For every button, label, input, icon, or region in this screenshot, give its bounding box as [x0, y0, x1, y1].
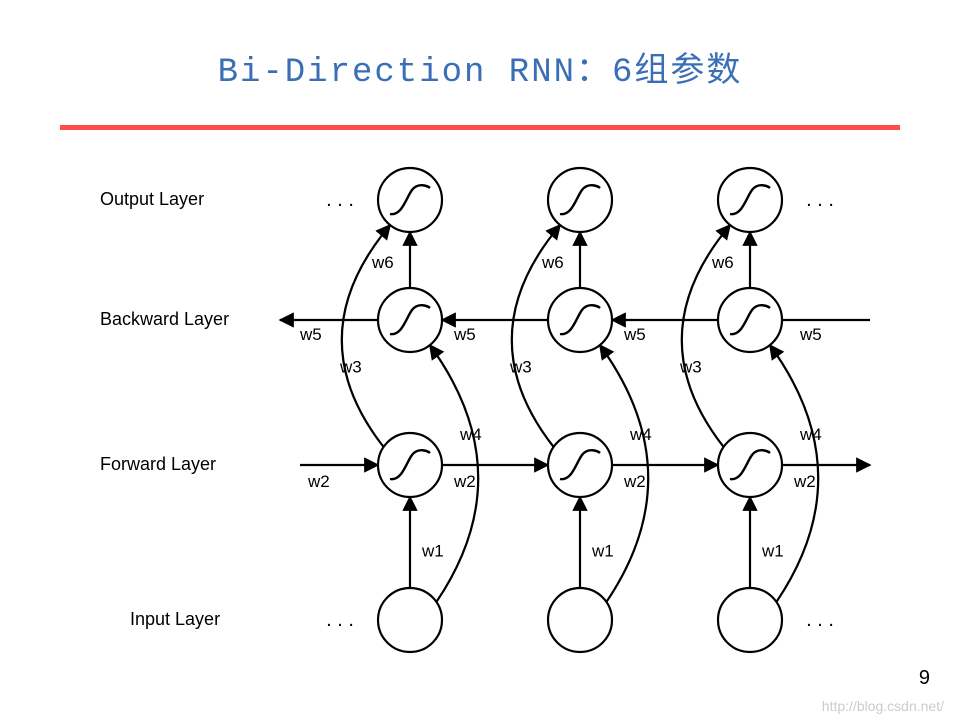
svg-text:w5: w5 — [623, 325, 646, 344]
svg-text:w3: w3 — [509, 358, 532, 377]
svg-text:w1: w1 — [421, 542, 444, 561]
svg-text:w1: w1 — [591, 542, 614, 561]
svg-text:. . .: . . . — [806, 189, 834, 211]
svg-text:w6: w6 — [711, 253, 734, 272]
svg-text:. . .: . . . — [326, 189, 354, 211]
svg-text:Backward Layer: Backward Layer — [100, 309, 229, 329]
svg-text:w4: w4 — [799, 425, 822, 444]
birnn-diagram: Output Layer Backward Layer Forward Layer I… — [0, 0, 960, 720]
svg-text:w6: w6 — [371, 253, 394, 272]
svg-text:w4: w4 — [459, 425, 482, 444]
watermark: http://blog.csdn.net/ — [822, 698, 944, 714]
svg-text:Forward Layer: Forward Layer — [100, 454, 216, 474]
svg-text:w2: w2 — [307, 472, 330, 491]
svg-text:w2: w2 — [793, 472, 816, 491]
svg-text:w1: w1 — [761, 542, 784, 561]
svg-text:Input Layer: Input Layer — [130, 609, 220, 629]
svg-text:w6: w6 — [541, 253, 564, 272]
svg-text:w3: w3 — [339, 358, 362, 377]
svg-text:w4: w4 — [629, 425, 652, 444]
svg-text:w5: w5 — [453, 325, 476, 344]
svg-text:w2: w2 — [453, 472, 476, 491]
page-number: 9 — [919, 667, 930, 690]
svg-text:w5: w5 — [299, 325, 322, 344]
svg-text:. . .: . . . — [806, 609, 834, 631]
svg-text:w2: w2 — [623, 472, 646, 491]
svg-text:. . .: . . . — [326, 609, 354, 631]
svg-text:w3: w3 — [679, 358, 702, 377]
svg-text:w5: w5 — [799, 325, 822, 344]
svg-text:Output Layer: Output Layer — [100, 189, 204, 209]
